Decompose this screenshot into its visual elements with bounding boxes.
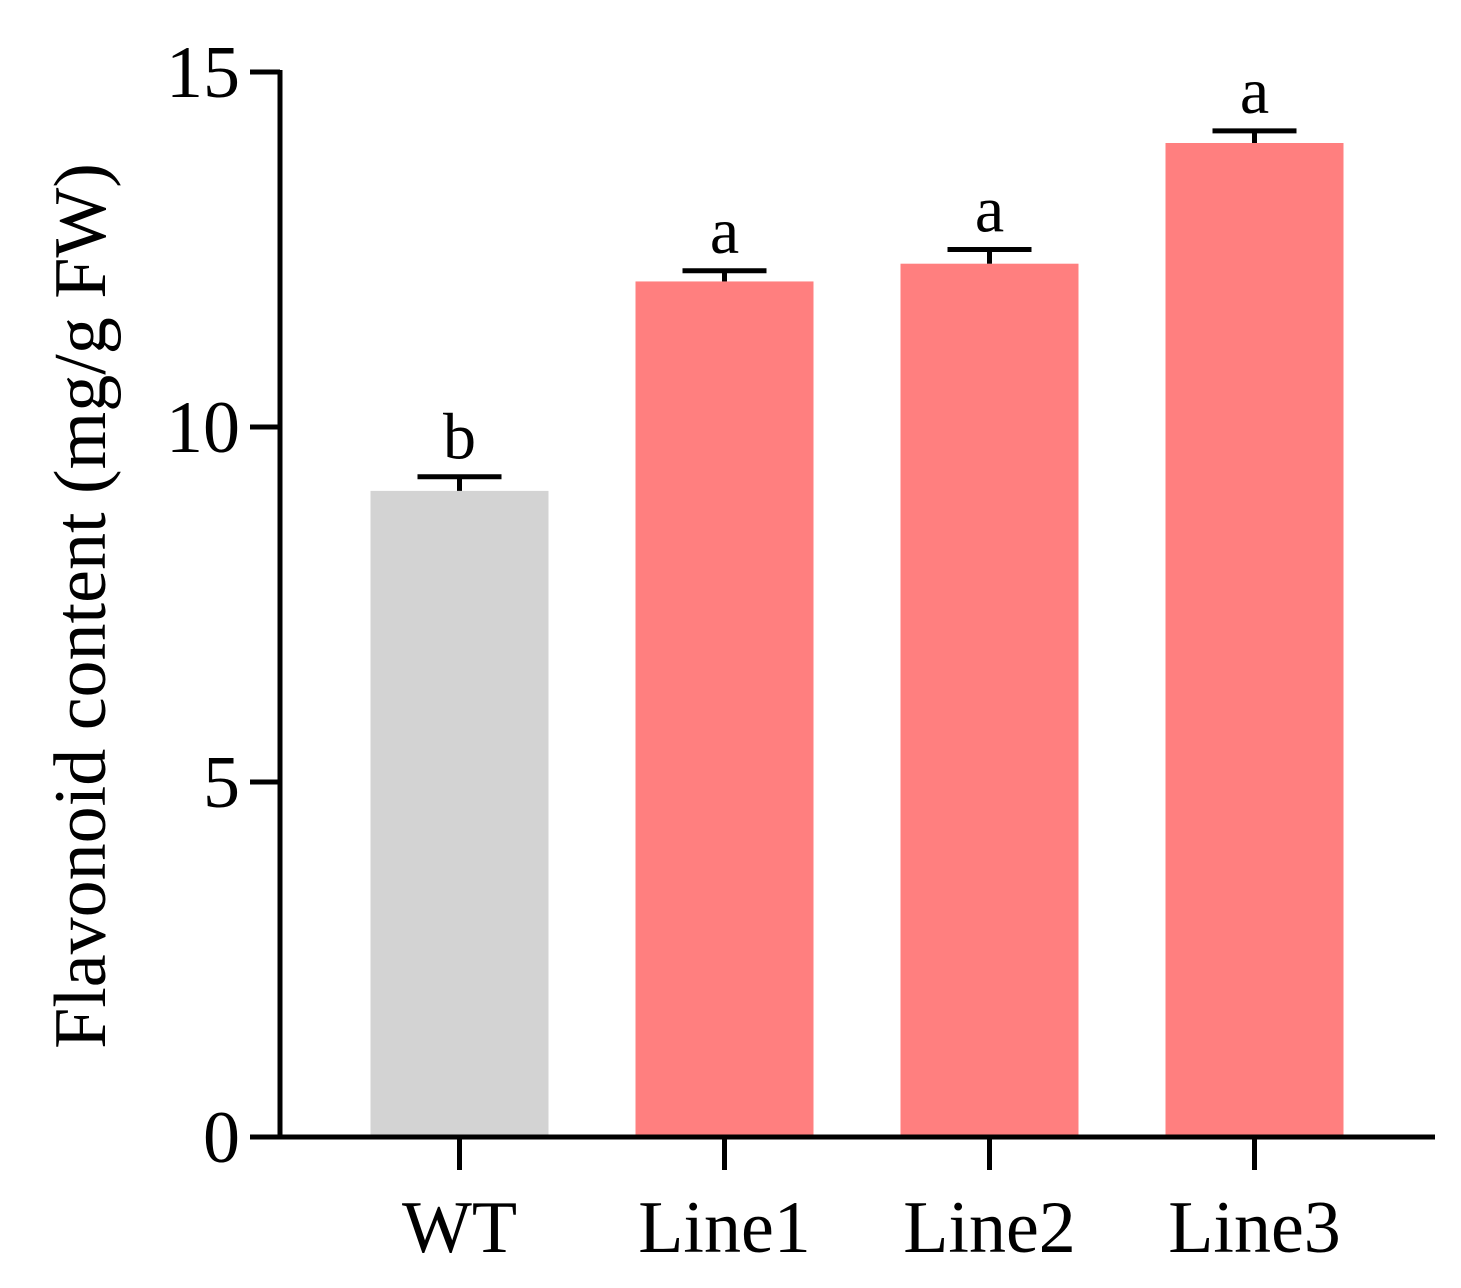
significance-label: b <box>443 401 476 474</box>
bar-line1 <box>635 281 814 1137</box>
significance-label: a <box>1240 55 1269 128</box>
significance-label: a <box>975 174 1004 247</box>
x-tick-label: Line1 <box>638 1187 811 1269</box>
plot-area: b WT a Line1 a Line2 a Line3 0 5 10 15 <box>166 32 1435 1269</box>
x-tick-label: Line2 <box>903 1187 1076 1269</box>
y-tick-label: 10 <box>166 387 240 469</box>
bar-line3 <box>1165 143 1344 1137</box>
y-tick-label: 0 <box>203 1097 240 1179</box>
bar-line2 <box>900 263 1079 1137</box>
x-tick-label: Line3 <box>1168 1187 1341 1269</box>
bar-wt <box>370 490 549 1137</box>
x-tick-label: WT <box>402 1187 517 1269</box>
y-tick-label: 5 <box>203 742 240 824</box>
significance-label: a <box>710 195 739 268</box>
y-axis-title: Flavonoid content (mg/g FW) <box>40 163 122 1049</box>
y-tick-label: 15 <box>166 32 240 114</box>
